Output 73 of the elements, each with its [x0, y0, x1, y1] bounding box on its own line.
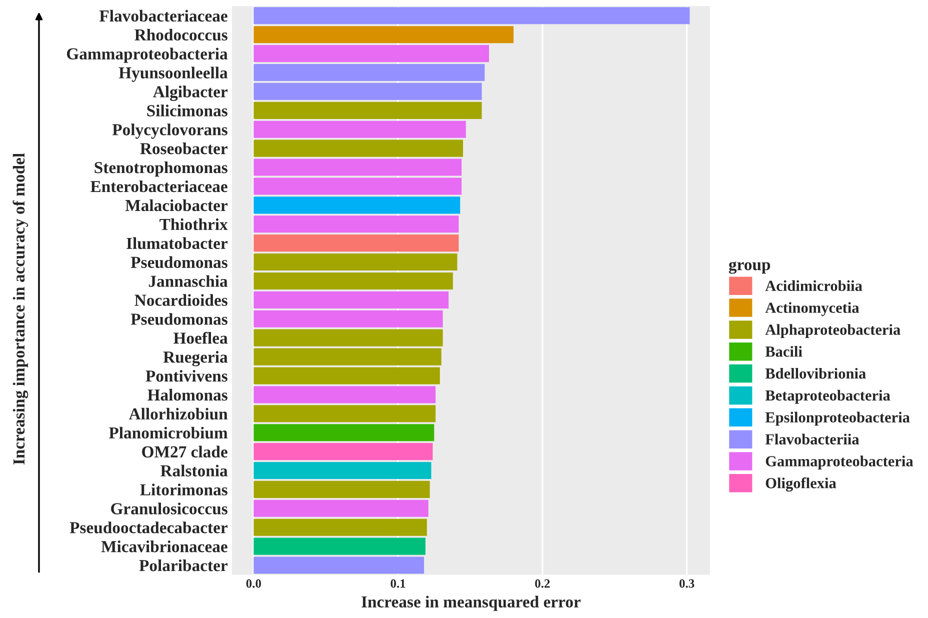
y-tick-label: Thiothrix — [160, 218, 228, 230]
y-tick-label: Roseobacter — [140, 142, 228, 154]
legend-title: group — [728, 262, 770, 274]
legend-label: Flavobacteriia — [765, 434, 860, 444]
bar — [254, 102, 482, 119]
legend-label: Betaproteobacteria — [765, 390, 890, 404]
y-tick-label: Stenotrophomonas — [94, 161, 228, 177]
y-axis-title: Increasing importance in accuracy of model — [12, 153, 28, 465]
y-tick-label: Nocardioides — [134, 294, 228, 306]
legend-label: Bdellovibrionia — [765, 368, 866, 379]
y-tick-label: Pseudomonas — [130, 256, 228, 268]
legend-label: Epsilonproteobacteria — [765, 412, 910, 426]
bar — [254, 120, 466, 138]
bar — [254, 386, 436, 404]
y-tick-label: Hyunsoonleella — [118, 66, 228, 82]
y-tick-label: Pontivivens — [146, 370, 228, 382]
y-tick-label: Gammaproteobacteria — [66, 48, 228, 63]
y-tick-label: Pseudooctadecabacter — [70, 522, 228, 534]
bar — [254, 500, 428, 517]
y-tick-label: Pseudomonas — [130, 313, 228, 325]
bar — [254, 443, 433, 460]
bar — [254, 64, 485, 82]
y-tick-label: Rhodococcus — [134, 28, 228, 41]
legend-label: Alphaproteobacteria — [765, 324, 900, 338]
legend-label: Gammaproteobacteria — [766, 456, 914, 470]
legend-label: Bacili — [765, 346, 802, 357]
legend-label: Actinomycetia — [765, 302, 860, 316]
bar — [254, 329, 443, 346]
x-tick-label: 0.2 — [535, 579, 550, 588]
bar — [254, 7, 690, 24]
bar — [254, 556, 424, 574]
legend-label: Acidimicrobiia — [765, 280, 862, 292]
y-tick-label: Jannaschia — [148, 275, 228, 287]
bar — [254, 196, 460, 214]
y-tick-label: Granulosicoccus — [111, 502, 228, 514]
bar — [254, 310, 443, 328]
bar — [254, 216, 459, 233]
bar — [254, 518, 427, 536]
y-tick-label: Hoeflea — [174, 332, 228, 344]
y-tick-label: Ralstonia — [160, 464, 228, 476]
bar — [254, 26, 514, 44]
y-tick-label: Enterobacteriaceae — [90, 180, 228, 192]
x-tick-label: 0.3 — [679, 579, 694, 588]
y-tick-label: Halomonas — [148, 388, 228, 401]
bar — [254, 538, 426, 555]
bar — [254, 234, 459, 252]
y-tick-label: Planomicrobium — [108, 426, 228, 439]
x-tick-label: 0.1 — [390, 579, 406, 588]
legend-label: Oligoflexia — [766, 477, 836, 492]
y-tick-label: Polaribacter — [139, 559, 228, 572]
bar — [254, 254, 458, 271]
y-tick-label: Allorhizobiun — [128, 408, 228, 420]
bar — [254, 291, 449, 308]
bar — [254, 462, 432, 480]
y-tick-label: Ruegeria — [163, 351, 228, 366]
bar — [254, 424, 434, 442]
y-tick-label: Algibacter — [153, 86, 228, 101]
bar — [254, 405, 436, 422]
y-tick-label: Flavobacteriaceae — [99, 10, 228, 22]
y-tick-label: Silicimonas — [147, 104, 228, 116]
bar — [254, 480, 430, 498]
x-axis-title: Increase in meansquared error — [362, 596, 581, 611]
y-tick-label: Malaciobacter — [125, 199, 228, 212]
y-tick-label: OM27 clade — [142, 446, 228, 458]
bar — [254, 140, 464, 157]
y-tick-label: Ilumatobacter — [126, 237, 228, 250]
y-tick-label: Micavibrionaceae — [101, 540, 228, 552]
y-tick-label: Polycyclovorans — [112, 124, 228, 139]
bar — [254, 82, 482, 100]
bar — [254, 272, 453, 290]
y-tick-label: Litorimonas — [140, 484, 228, 496]
bar — [254, 45, 490, 62]
x-tick-label: 0.0 — [246, 579, 261, 588]
